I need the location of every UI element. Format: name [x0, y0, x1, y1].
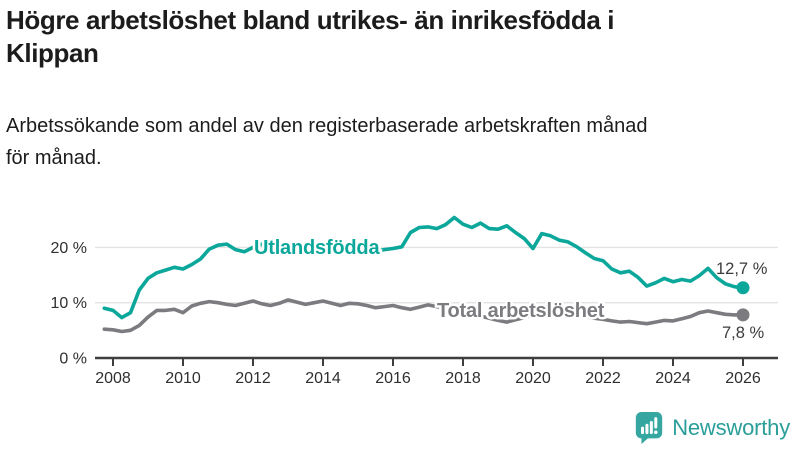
series-end-dot-utlandsfodda — [736, 281, 750, 295]
logo-exclamation-bar — [654, 417, 658, 429]
x-tick-label-2010: 2010 — [165, 370, 201, 387]
y-tick-label-20: 20 % — [51, 240, 87, 257]
logo-exclamation-dot — [654, 430, 658, 435]
x-tick-label-2014: 2014 — [305, 370, 341, 387]
x-tick-label-2024: 2024 — [655, 370, 691, 387]
x-tick-label-2008: 2008 — [95, 370, 131, 387]
logo-bar-large — [650, 420, 654, 435]
chart-subtitle-line-1: Arbetssökande som andel av den registerb… — [6, 115, 648, 137]
x-tick-label-2018: 2018 — [445, 370, 481, 387]
page-title-line-1: Högre arbetslöshet bland utrikes- än inr… — [6, 5, 615, 35]
x-tick-label-2020: 2020 — [515, 370, 551, 387]
series-line-total — [102, 298, 745, 334]
x-tick-label-2026: 2026 — [725, 370, 761, 387]
x-tick-label-2022: 2022 — [585, 370, 621, 387]
logo-bar-medium — [645, 423, 649, 435]
y-tick-label-10: 10 % — [51, 295, 87, 312]
logo-bar-small — [641, 426, 645, 435]
y-tick-label-0: 0 % — [59, 351, 87, 368]
series-label-total: Total arbetslöshet — [437, 300, 605, 322]
unemployment-line-chart: 2008 2010 2012 2014 2016 2018 2020 2022 2024 2026… — [51, 215, 778, 387]
end-value-label-total: 7,8 % — [722, 324, 765, 342]
chart-subtitle-line-2: för månad. — [6, 147, 102, 169]
series-line-utlandsfodda — [102, 215, 745, 320]
x-tick-label-2012: 2012 — [235, 370, 271, 387]
series-end-dot-total — [736, 308, 750, 322]
brand-wordmark: Newsworthy — [672, 415, 790, 440]
chart-subtitle: Arbetssökande som andel av den registerb… — [6, 110, 786, 174]
end-value-label-utlandsfodda: 12,7 % — [716, 260, 768, 278]
series-label-utlandsfodda: Utlandsfödda — [254, 237, 380, 259]
newsworthy-brand: Newsworthy — [633, 411, 790, 445]
page-title-line-2: Klippan — [6, 38, 99, 68]
x-tick-label-2016: 2016 — [375, 370, 411, 387]
page-title: Högre arbetslöshet bland utrikes- än inr… — [6, 4, 786, 70]
newsworthy-logo-icon — [636, 412, 663, 444]
